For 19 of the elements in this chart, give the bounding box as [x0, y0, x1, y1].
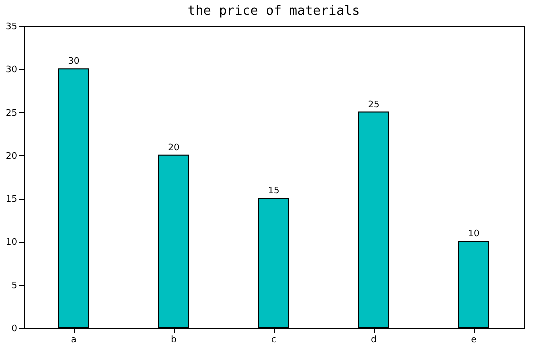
chart-title: the price of materials — [188, 4, 360, 19]
x-tick-label: e — [471, 336, 478, 346]
data-label: 25 — [368, 100, 380, 110]
data-label: 20 — [168, 143, 180, 154]
y-tick-label: 10 — [6, 238, 18, 248]
x-tick-label: a — [71, 336, 77, 346]
y-tick-label: 5 — [12, 281, 18, 292]
y-tick-label: 30 — [6, 66, 18, 76]
y-tick-label: 0 — [12, 324, 18, 334]
data-label: 10 — [468, 230, 480, 240]
y-tick-label: 25 — [6, 108, 18, 119]
x-tick-label: d — [371, 336, 377, 346]
y-tick-label: 35 — [6, 22, 18, 32]
y-tick-label: 20 — [6, 152, 18, 162]
x-tick-label: b — [171, 336, 178, 346]
x-tick-label: c — [272, 336, 277, 346]
data-label: 30 — [68, 57, 80, 68]
data-label: 15 — [268, 186, 280, 197]
y-tick-label: 15 — [6, 195, 18, 206]
